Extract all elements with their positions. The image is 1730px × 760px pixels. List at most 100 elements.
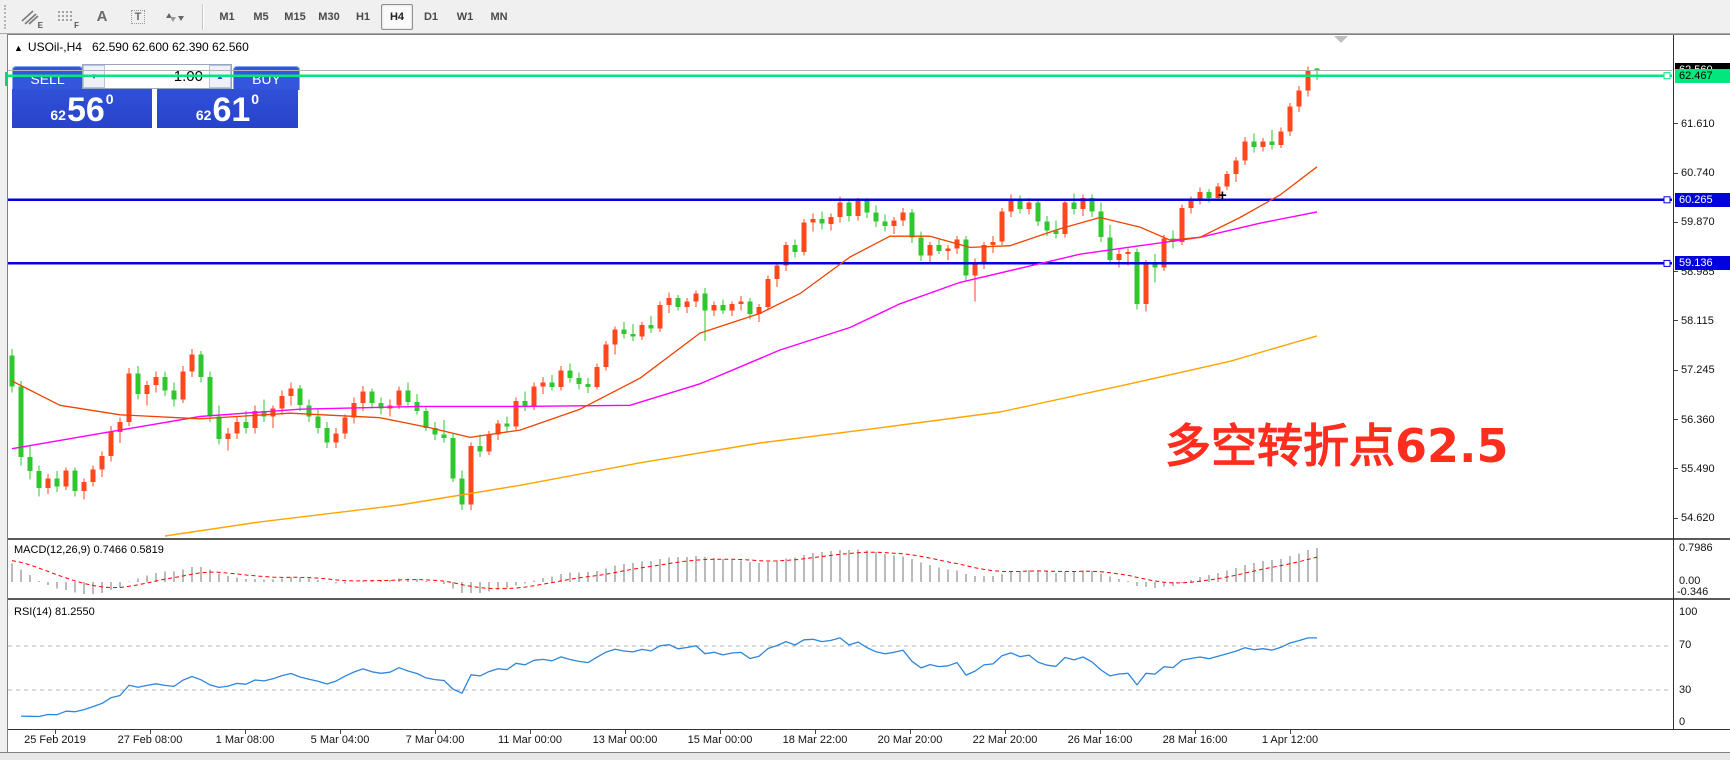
price-tick-mark [1674,320,1678,322]
price-tick-label: 56.360 [1681,413,1715,426]
price-tick-label: 54.620 [1681,512,1715,524]
timeframe-m15-button[interactable]: M15 [284,10,306,23]
time-tick-mark [720,730,721,734]
price-tick-mark [1674,419,1678,421]
macd-axis-min: -0.346 [1677,586,1709,598]
time-tick-label: 22 Mar 20:00 [972,734,1038,746]
price-tick-label: 58.115 [1681,314,1714,327]
macd-axis-max: 0.7986 [1679,542,1713,554]
chinese-annotation-text[interactable]: 多空转折点62.5 [1165,419,1509,473]
time-tick-label: 7 Mar 04:00 [405,734,465,746]
timeframe-w1-button[interactable]: W1 [456,10,474,23]
toolbar-separator [202,3,204,30]
channel-tool-button[interactable]: E [14,3,46,31]
ask-prefix: 62 [195,107,212,123]
time-tick-label: 20 Mar 20:00 [877,734,943,746]
ohlc-values: 62.590 62.600 62.390 62.560 [91,40,249,54]
rsi-name: RSI(14) [14,606,52,618]
price-tick-mark [1674,172,1678,174]
main-macd-separator[interactable] [8,538,1730,540]
macd-axis-zero: 0.00 [1679,575,1701,587]
fibonacci-tool-button[interactable]: F [58,10,79,30]
time-tick-label: 1 Mar 08:00 [215,734,275,746]
text-label-tool-button[interactable]: A [86,3,118,31]
time-tick-label: 28 Mar 16:00 [1162,734,1228,746]
rsi-indicator-label: RSI(14) 81.2550 [14,606,95,618]
timeframe-mn-button[interactable]: MN [490,10,508,23]
timeframe-h1-button[interactable]: H1 [355,10,371,23]
panel-accent-mark [5,72,8,86]
time-tick-label: 1 Apr 12:00 [1261,734,1319,746]
time-tick-mark [1195,730,1196,734]
price-chart-canvas[interactable] [8,36,1673,538]
time-tick-label: 13 Mar 00:00 [592,734,658,746]
macd-value-main: 0.7466 [93,544,128,556]
timeframe-m5-button[interactable]: M5 [253,10,269,23]
chart-shift-marker-icon[interactable] [1334,36,1348,43]
time-tick-label: 25 Feb 2019 [24,734,86,746]
symbol-timeframe-label: USOil-,H4 [27,40,82,54]
text-label-icon: A [96,8,108,25]
price-tick-mark [1674,369,1678,371]
macd-rsi-separator[interactable] [8,598,1730,600]
rsi-chart-canvas[interactable] [8,601,1673,729]
price-level-box-59.136: 59.136 [1675,256,1730,271]
rsi-axis-0: 0 [1679,716,1686,728]
time-tick-label: 26 Mar 16:00 [1067,734,1133,746]
arrows-tool-button[interactable] [158,3,190,31]
price-tick-mark [1674,517,1678,519]
time-axis-border [8,729,1730,730]
time-tick-label: 27 Feb 08:00 [117,734,183,746]
rsi-axis-30: 30 [1679,684,1692,696]
rsi-axis-70: 70 [1679,639,1692,651]
macd-chart-canvas[interactable] [8,541,1673,597]
ask-superscript: 0 [251,91,260,107]
ask-main: 61 [212,91,251,129]
chart-top-border [0,34,1730,35]
time-tick-mark [150,730,151,734]
bid-price-display[interactable]: 62 56 0 [12,89,152,128]
text-tool-button[interactable]: T [122,3,154,31]
timeframe-m30-button[interactable]: M30 [318,10,340,23]
text-icon: T [130,9,146,24]
workspace-left-edge [0,34,8,760]
bid-prefix: 62 [50,107,66,123]
time-tick-mark [815,730,816,734]
timeframe-m1-button[interactable]: M1 [219,10,235,23]
time-tick-mark [530,730,531,734]
timeframe-group: M1 M5 M15 M30 H1 H4 D1 W1 MN [210,3,516,30]
price-tick-mark [1674,468,1678,470]
price-tick-label: 55.490 [1681,462,1715,475]
timeframe-h4-button[interactable]: H4 [381,3,413,30]
time-tick-mark [625,730,626,734]
rsi-value: 81.2550 [54,606,95,618]
price-tick-mark [1674,221,1678,223]
time-tick-mark [1100,730,1101,734]
price-tick-label: 57.245 [1681,364,1715,377]
time-tick-mark [55,730,56,734]
time-tick-label: 18 Mar 22:00 [782,734,848,746]
time-tick-label: 15 Mar 00:00 [687,734,753,746]
time-tick-mark [340,730,341,734]
time-tick-mark [1005,730,1006,734]
crosshair-marker-icon: + [1218,187,1227,204]
time-tick-label: 11 Mar 00:00 [497,734,562,746]
price-tick-mark [1674,271,1678,273]
chart-title: ▲ USOil-,H4 62.590 62.600 62.390 62.560 [14,40,249,54]
toolbar-grip[interactable] [4,4,12,29]
price-level-box-60.265: 60.265 [1675,192,1730,207]
ask-price-display[interactable]: 62 61 0 [157,89,298,128]
collapse-arrow-icon[interactable]: ▲ [14,43,23,53]
time-tick-mark [245,730,246,734]
macd-value-signal: 0.5819 [130,544,164,556]
window-bottom-edge [0,752,1730,760]
time-tick-mark [1290,730,1291,734]
price-tick-label: 60.740 [1681,167,1715,179]
price-tick-label: 61.610 [1681,117,1715,130]
timeframe-d1-button[interactable]: D1 [423,10,439,23]
price-tick-label: 59.870 [1681,216,1715,229]
time-tick-mark [910,730,911,734]
price-axis-border [1673,35,1674,730]
